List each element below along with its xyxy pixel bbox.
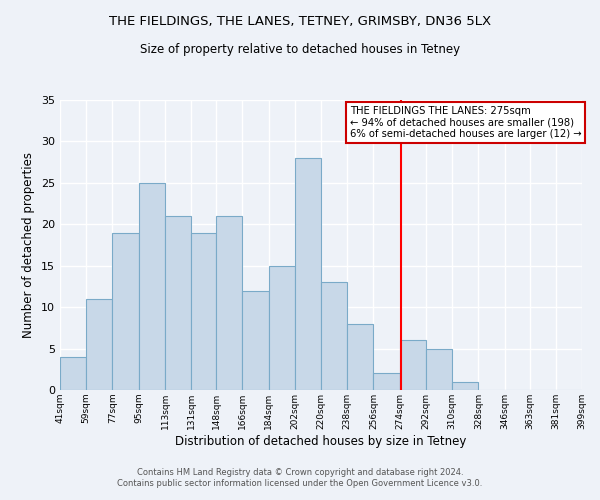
X-axis label: Distribution of detached houses by size in Tetney: Distribution of detached houses by size … bbox=[175, 434, 467, 448]
Bar bbox=[112, 232, 139, 390]
Bar bbox=[295, 158, 321, 390]
Bar bbox=[191, 232, 216, 390]
Bar bbox=[139, 183, 165, 390]
Bar bbox=[165, 216, 191, 390]
Bar bbox=[452, 382, 478, 390]
Bar bbox=[373, 374, 400, 390]
Bar bbox=[269, 266, 295, 390]
Text: THE FIELDINGS THE LANES: 275sqm
← 94% of detached houses are smaller (198)
6% of: THE FIELDINGS THE LANES: 275sqm ← 94% of… bbox=[350, 106, 581, 139]
Text: THE FIELDINGS, THE LANES, TETNEY, GRIMSBY, DN36 5LX: THE FIELDINGS, THE LANES, TETNEY, GRIMSB… bbox=[109, 15, 491, 28]
Bar bbox=[242, 290, 269, 390]
Bar bbox=[216, 216, 242, 390]
Text: Contains HM Land Registry data © Crown copyright and database right 2024.
Contai: Contains HM Land Registry data © Crown c… bbox=[118, 468, 482, 487]
Text: Size of property relative to detached houses in Tetney: Size of property relative to detached ho… bbox=[140, 42, 460, 56]
Bar bbox=[60, 357, 86, 390]
Bar bbox=[426, 348, 452, 390]
Bar bbox=[321, 282, 347, 390]
Y-axis label: Number of detached properties: Number of detached properties bbox=[22, 152, 35, 338]
Bar bbox=[347, 324, 373, 390]
Bar bbox=[86, 299, 112, 390]
Bar bbox=[400, 340, 426, 390]
